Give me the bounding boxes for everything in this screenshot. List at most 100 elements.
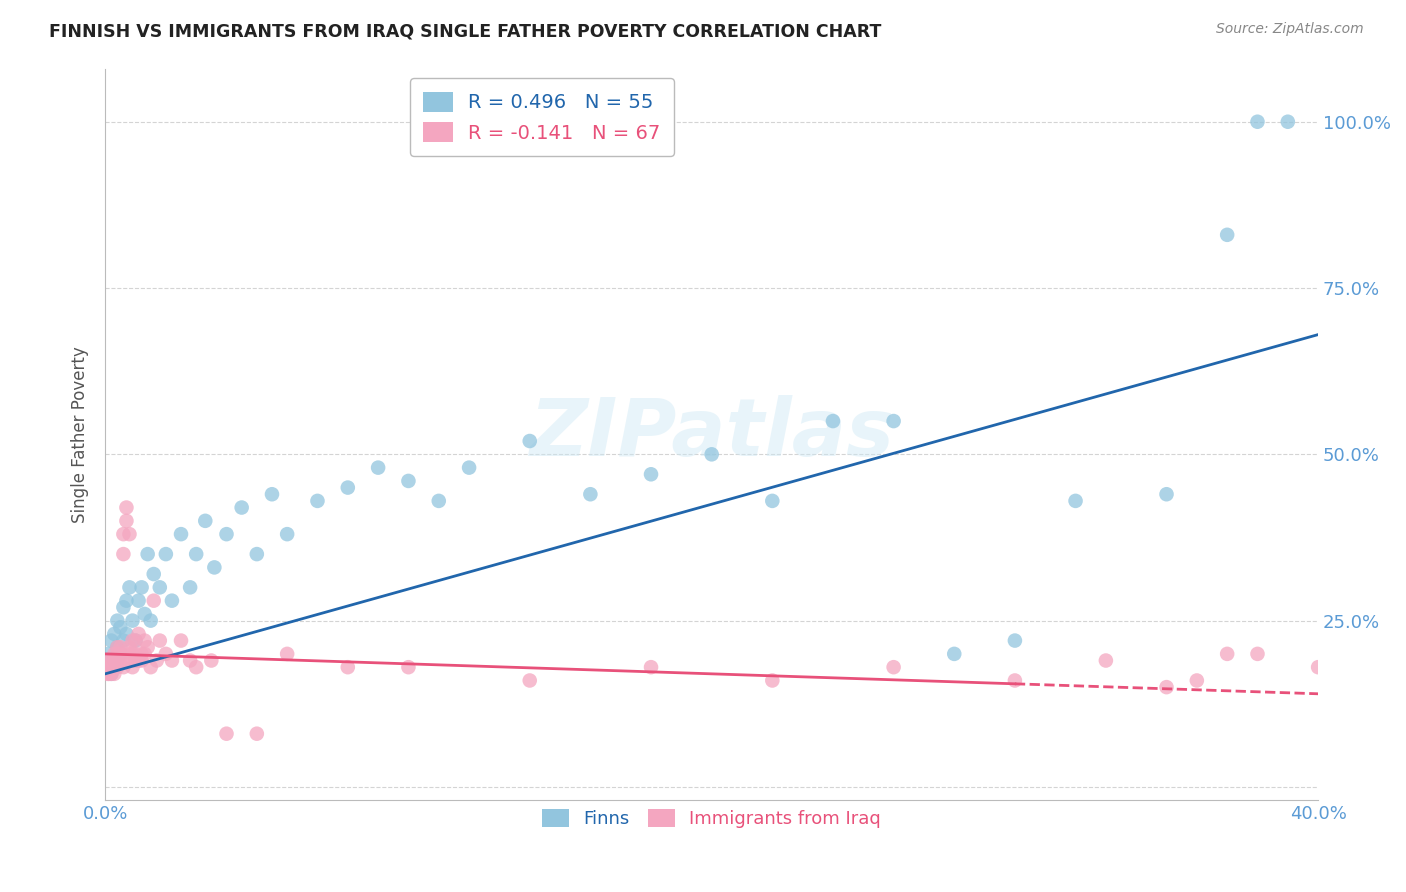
Point <box>579 487 602 501</box>
Point <box>1064 494 1087 508</box>
Point <box>519 434 541 448</box>
Point <box>134 647 156 661</box>
Point <box>260 487 283 501</box>
Point <box>1095 654 1118 668</box>
Point <box>118 647 141 661</box>
Point <box>112 547 135 561</box>
Point <box>458 460 481 475</box>
Point <box>398 660 420 674</box>
Point <box>1004 673 1026 688</box>
Point <box>115 627 138 641</box>
Point <box>1216 227 1239 242</box>
Point <box>110 647 132 661</box>
Point <box>110 640 132 655</box>
Point <box>121 660 143 674</box>
Point <box>121 633 143 648</box>
Point <box>336 660 359 674</box>
Point <box>276 647 298 661</box>
Point <box>179 654 201 668</box>
Point <box>112 660 135 674</box>
Point <box>307 494 329 508</box>
Point <box>1277 114 1299 128</box>
Point <box>139 614 162 628</box>
Point <box>100 660 122 674</box>
Point <box>246 727 269 741</box>
Point <box>215 727 238 741</box>
Point <box>145 654 167 668</box>
Point <box>121 647 143 661</box>
Point <box>761 494 783 508</box>
Point <box>943 647 966 661</box>
Point <box>103 647 125 661</box>
Point <box>142 593 165 607</box>
Point <box>186 547 208 561</box>
Point <box>97 666 120 681</box>
Point <box>97 660 120 674</box>
Text: Source: ZipAtlas.com: Source: ZipAtlas.com <box>1216 22 1364 37</box>
Point <box>118 640 141 655</box>
Y-axis label: Single Father Poverty: Single Father Poverty <box>72 346 89 523</box>
Point <box>883 660 905 674</box>
Point <box>118 527 141 541</box>
Point <box>155 547 177 561</box>
Point <box>367 460 389 475</box>
Point <box>231 500 253 515</box>
Point <box>110 620 132 634</box>
Point <box>1156 680 1178 694</box>
Point <box>200 654 222 668</box>
Text: ZIPatlas: ZIPatlas <box>529 395 894 474</box>
Point <box>134 607 156 621</box>
Point <box>883 414 905 428</box>
Point <box>215 527 238 541</box>
Point <box>276 527 298 541</box>
Point <box>124 633 146 648</box>
Point <box>100 666 122 681</box>
Point <box>139 660 162 674</box>
Point <box>134 633 156 648</box>
Point <box>112 633 135 648</box>
Point <box>128 593 150 607</box>
Point <box>121 614 143 628</box>
Point <box>110 647 132 661</box>
Point <box>1185 673 1208 688</box>
Point <box>97 654 120 668</box>
Point <box>821 414 844 428</box>
Point <box>1004 633 1026 648</box>
Legend: Finns, Immigrants from Iraq: Finns, Immigrants from Iraq <box>534 801 889 835</box>
Point <box>112 527 135 541</box>
Point <box>1308 660 1330 674</box>
Point <box>105 654 128 668</box>
Point <box>110 654 132 668</box>
Point <box>1156 487 1178 501</box>
Point <box>124 654 146 668</box>
Point <box>115 514 138 528</box>
Point <box>398 474 420 488</box>
Point <box>97 660 120 674</box>
Point <box>142 567 165 582</box>
Point <box>100 654 122 668</box>
Text: FINNISH VS IMMIGRANTS FROM IRAQ SINGLE FATHER POVERTY CORRELATION CHART: FINNISH VS IMMIGRANTS FROM IRAQ SINGLE F… <box>49 22 882 40</box>
Point <box>700 447 723 461</box>
Point <box>105 647 128 661</box>
Point <box>103 666 125 681</box>
Point <box>170 527 193 541</box>
Point <box>118 580 141 594</box>
Point <box>100 666 122 681</box>
Point <box>202 560 225 574</box>
Point <box>131 580 153 594</box>
Point <box>761 673 783 688</box>
Point <box>131 647 153 661</box>
Point <box>103 660 125 674</box>
Point <box>160 593 183 607</box>
Point <box>97 647 120 661</box>
Point <box>170 633 193 648</box>
Point <box>124 633 146 648</box>
Point <box>105 640 128 655</box>
Point <box>155 647 177 661</box>
Point <box>103 654 125 668</box>
Point <box>103 627 125 641</box>
Point <box>149 633 172 648</box>
Point <box>1246 114 1268 128</box>
Point <box>115 500 138 515</box>
Point <box>128 654 150 668</box>
